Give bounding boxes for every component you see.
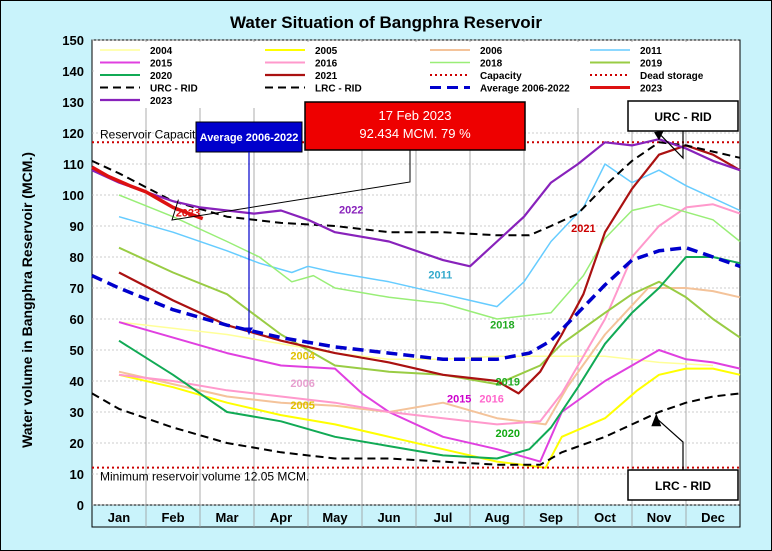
x-tick-label: Jun: [377, 510, 400, 525]
x-tick-label: Nov: [647, 510, 672, 525]
legend-label: 2023: [640, 84, 663, 95]
series-line-2023: [91, 165, 204, 221]
series-line-2020: [118, 256, 741, 460]
x-tick-label: May: [322, 510, 348, 525]
series-line-2019: [118, 246, 741, 386]
legend-label: 2021: [315, 71, 338, 82]
y-tick-label: 120: [62, 126, 84, 141]
lrc-arrow: [655, 417, 684, 470]
legend-background: [94, 42, 738, 108]
series-line-2022: [91, 138, 741, 268]
series-label-2006: 2006: [290, 378, 314, 390]
series-label-2022: 2022: [339, 205, 363, 217]
urc-box: [627, 100, 739, 132]
series-label-2016: 2016: [479, 394, 503, 406]
legend-label: 2016: [315, 59, 338, 70]
series-line-2006: [118, 287, 741, 426]
x-tick-label: Feb: [161, 510, 184, 525]
series-label-2019: 2019: [496, 377, 520, 389]
legend-label: 2018: [480, 59, 503, 70]
legend-label: URC - RID: [150, 84, 198, 95]
series-line-2004: [118, 321, 714, 367]
legend: 2004 2005 2006 2011 2015 2016 2018 2019 2020 2021…: [94, 42, 738, 108]
series-label-2005: 2005: [290, 400, 314, 412]
x-tick-label: Dec: [701, 510, 725, 525]
x-tick-label: Jul: [434, 510, 453, 525]
series-label-2018: 2018: [490, 319, 514, 331]
series-label-2021: 2021: [571, 223, 595, 235]
y-tick-label: 40: [70, 374, 84, 389]
lrc-box-label: LRC - RID: [655, 479, 711, 493]
y-tick-label: 60: [70, 312, 84, 327]
y-tick-label: 50: [70, 343, 84, 358]
y-tick-label: 130: [62, 95, 84, 110]
callout-value: 92.434 MCM. 79 %: [359, 126, 471, 141]
series-line-2005: [118, 367, 741, 469]
y-tick-label: 150: [62, 33, 84, 48]
series-line-2016: [118, 203, 741, 426]
annotations: Reservoir Capacity 117 MCM.Minimum reser…: [100, 100, 739, 501]
y-tick-label: 140: [62, 64, 84, 79]
callout-date: 17 Feb 2023: [378, 108, 451, 123]
series-label-2011: 2011: [428, 270, 452, 282]
series-line-2015: [118, 321, 741, 463]
urc-arrowhead: [654, 130, 664, 141]
y-tick-label: 10: [70, 467, 84, 482]
y-axis-label: Water volume in Bangphra Reservoir (MCM.…: [19, 152, 35, 448]
y-tick-label: 80: [70, 250, 84, 265]
x-tick-label: Apr: [270, 510, 292, 525]
y-tick-label: 90: [70, 219, 84, 234]
y-tick-label: 110: [63, 157, 84, 172]
series-line-2021: [118, 144, 741, 395]
legend-label: Average 2006-2022: [480, 84, 570, 95]
series-label-2015: 2015: [447, 394, 471, 406]
legend-label: Dead storage: [640, 71, 704, 82]
legend-label: Capacity: [480, 71, 522, 82]
urc-arrow: [658, 131, 684, 160]
legend-label: LRC - RID: [315, 84, 362, 95]
y-tick-label: 100: [62, 188, 84, 203]
y-tick-label: 70: [70, 281, 84, 296]
x-tick-label: Jan: [108, 510, 130, 525]
series-line-urc-rid: [91, 141, 741, 237]
series-line-average-2006-2022: [91, 245, 741, 362]
chart-title: Water Situation of Bangphra Reservoir: [230, 13, 542, 32]
legend-label: 2006: [480, 46, 503, 57]
legend-label: 2005: [315, 46, 338, 57]
minimum-volume-label: Minimum reservoir volume 12.05 MCM.: [100, 470, 309, 484]
legend-label: 2015: [150, 59, 173, 70]
legend-label: 2023: [150, 96, 173, 107]
legend-label: 2019: [640, 59, 663, 70]
y-tick-label: 20: [70, 436, 84, 451]
legend-label: 2011: [640, 46, 662, 57]
average-box: [195, 121, 303, 153]
y-tick-label: 0: [77, 498, 84, 513]
urc-box-label: URC - RID: [654, 110, 712, 124]
callout-box: [304, 101, 526, 151]
average-box-label: Average 2006-2022: [200, 132, 299, 144]
callout-leader: [171, 150, 411, 221]
lrc-arrowhead: [651, 413, 662, 427]
legend-label: 2020: [150, 71, 173, 82]
y-tick-label: 30: [70, 405, 84, 420]
series-line-lrc-rid: [91, 392, 741, 466]
series-line-2011: [118, 163, 741, 308]
x-tick-label: Oct: [594, 510, 616, 525]
lrc-box: [627, 469, 739, 501]
series-labels: 2004 2005 2006 2011 2015 2016 2018 2019 2020 2021…: [176, 205, 596, 440]
average-arrowhead: [245, 327, 253, 335]
x-tick-label: Aug: [484, 510, 509, 525]
axes: 0 10 20 30 40 50 60 70 80 90 100 110 120 130 140 150 Jan…: [62, 33, 725, 525]
series-label-2004: 2004: [290, 350, 315, 362]
legend-label: 2004: [150, 46, 173, 57]
x-tick-label: Mar: [215, 510, 238, 525]
series-label-2020: 2020: [496, 428, 520, 440]
x-tick-label: Sep: [539, 510, 563, 525]
